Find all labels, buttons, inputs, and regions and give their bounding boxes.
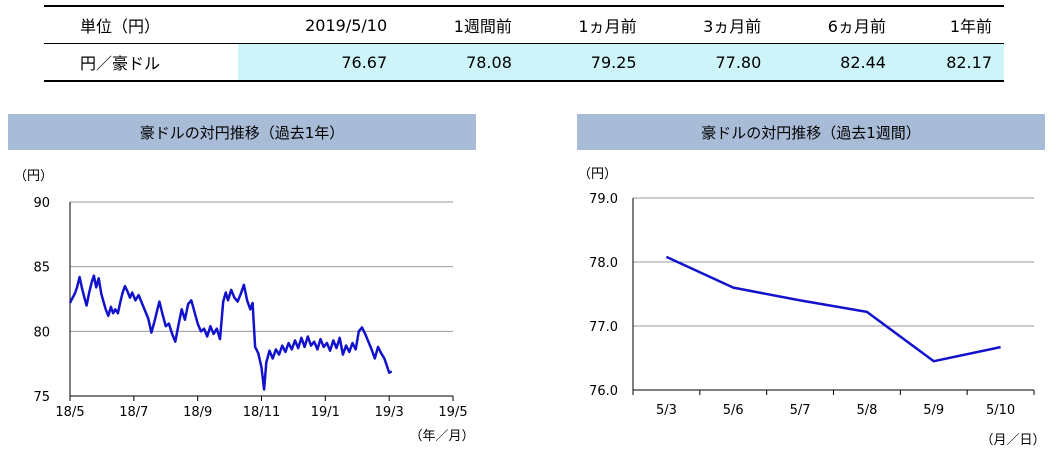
y-tick-label: 75 xyxy=(33,390,50,405)
x-tick-label: 5/9 xyxy=(923,403,944,418)
line-chart-1year: （円） 90 85 80 75 18/5 18/7 18/9 18/11 19/1 19/3 19/5… xyxy=(14,169,475,444)
table-cell: 78.08 xyxy=(399,43,524,81)
table-header-cell: 単位（円） xyxy=(44,6,239,44)
y-tick-label: 77.0 xyxy=(589,320,618,335)
chart-header-right: 豪ドルの対円推移（過去1週間） xyxy=(577,114,1045,150)
x-tick-label: 19/1 xyxy=(311,405,340,420)
table-header-cell: 3ヵ月前 xyxy=(648,6,774,44)
table-cell: 82.17 xyxy=(897,43,1004,81)
table-header-cell: 2019/5/10 xyxy=(238,6,400,44)
series-line xyxy=(665,255,1001,363)
table-row: 円／豪ドル 76.67 78.08 79.25 77.80 82.44 82.1… xyxy=(44,43,1004,81)
chart-header-left: 豪ドルの対円推移（過去1年） xyxy=(8,114,476,150)
table-header-cell: 1年前 xyxy=(897,6,1004,44)
x-tick-label: 18/9 xyxy=(183,405,212,420)
x-tick-label: 19/5 xyxy=(438,405,467,420)
y-tick-label: 90 xyxy=(33,196,50,211)
rate-table: 単位（円） 2019/5/10 1週間前 1ヵ月前 3ヵ月前 6ヵ月前 1年前 … xyxy=(44,5,1004,82)
table-header-cell: 1ヵ月前 xyxy=(523,6,649,44)
table-header-cell: 1週間前 xyxy=(399,6,524,44)
x-tick-label: 18/11 xyxy=(243,405,280,420)
x-tick-label: 5/7 xyxy=(790,403,811,418)
y-tick-label: 85 xyxy=(33,261,50,276)
unit-label: （円） xyxy=(14,169,53,184)
table-cell: 76.67 xyxy=(238,43,400,81)
row-label: 円／豪ドル xyxy=(80,54,161,73)
series-line xyxy=(68,274,393,391)
x-tick-label: 5/8 xyxy=(856,403,877,418)
x-tick-label: 18/5 xyxy=(55,405,84,420)
y-tick-label: 79.0 xyxy=(589,192,618,207)
y-tick-label: 78.0 xyxy=(589,256,618,271)
x-axis-label: （月／日） xyxy=(980,433,1045,448)
y-tick-label: 76.0 xyxy=(589,384,618,399)
chart-title: 豪ドルの対円推移（過去1年） xyxy=(139,123,345,142)
table-header-row: 単位（円） 2019/5/10 1週間前 1ヵ月前 3ヵ月前 6ヵ月前 1年前 xyxy=(44,6,1004,44)
table-cell: 77.80 xyxy=(648,43,774,81)
x-tick-label: 18/7 xyxy=(119,405,148,420)
x-tick-label: 19/3 xyxy=(375,405,404,420)
table-header-cell: 6ヵ月前 xyxy=(773,6,898,44)
table-cell: 82.44 xyxy=(773,43,898,81)
x-tick-label: 5/3 xyxy=(656,403,677,418)
line-chart-1week: （円） 79.0 78.0 77.0 76.0 5/3 5/6 5/7 5/8 5/9 5/10 （月… xyxy=(578,167,1046,448)
chart-title: 豪ドルの対円推移（過去1週間） xyxy=(701,123,921,142)
x-axis-label: （年／月） xyxy=(409,429,474,444)
y-tick-label: 80 xyxy=(33,325,50,340)
unit-label: （円） xyxy=(578,167,617,182)
x-tick-label: 5/6 xyxy=(723,403,744,418)
x-tick-label: 5/10 xyxy=(986,403,1015,418)
table-cell: 79.25 xyxy=(523,43,649,81)
